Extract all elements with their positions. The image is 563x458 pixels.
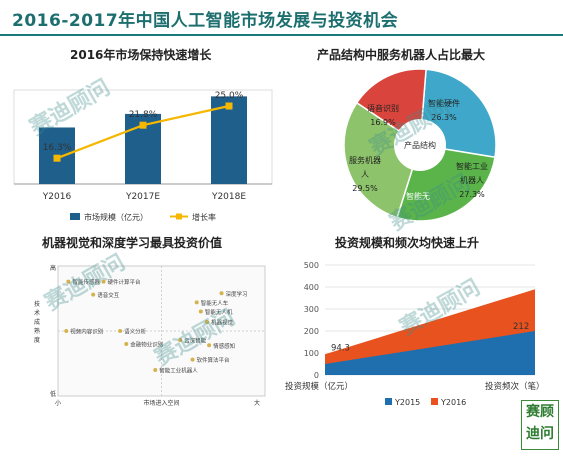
x-tick-large: 大 xyxy=(254,399,260,407)
matrix-point xyxy=(64,329,69,333)
matrix-point xyxy=(91,292,96,297)
y-axis-label-char: 术 xyxy=(34,309,40,317)
x-tick-label: Y2017E xyxy=(125,192,160,202)
growth-chart: Y2016 Y2017E Y2018E 16.3% 21.8% 25.0% 市场规模（亿元）… xyxy=(13,89,273,222)
bar-y2018e xyxy=(211,96,247,184)
growth-rate-point xyxy=(225,102,233,110)
matrix-point-label: 语音交互 xyxy=(97,291,120,299)
growth-rate-label: 25.0% xyxy=(215,91,244,101)
matrix-point xyxy=(118,329,123,333)
legend-swatch-market-size xyxy=(70,213,80,220)
pie-slice-label: 26.3% xyxy=(431,113,457,122)
pie-center-label: 产品结构 xyxy=(404,140,436,150)
y-tick-label: 500 xyxy=(304,261,319,270)
area-label-start: 94.3 xyxy=(331,343,350,353)
matrix-point-label: 硬件计算平台 xyxy=(108,278,142,286)
growth-rate-point xyxy=(139,121,147,129)
structure-panel-title: 产品结构中服务机器人占比最大 xyxy=(317,48,486,62)
y-axis-label-char: 度 xyxy=(34,336,40,344)
investment-area-chart: 0 100 200 300 400 500 94.3 212 投资规模（亿元） 投资频次（笔） Y2… xyxy=(285,261,545,407)
matrix-point-label: 情感感知 xyxy=(213,342,235,350)
matrix-point-label: 智能传感器 xyxy=(72,278,100,286)
pie-slice-label: 27.3% xyxy=(459,190,485,199)
growth-panel-title: 2016年市场保持快速增长 xyxy=(70,48,212,62)
pie-label-drone: 智能无 xyxy=(406,191,430,201)
matrix-point-label: 语义分析 xyxy=(124,328,147,336)
y-tick-label: 300 xyxy=(304,305,319,314)
pie-slice-label: 机器人 xyxy=(460,175,484,185)
matrix-point xyxy=(198,309,203,314)
growth-rate-label: 16.3% xyxy=(43,143,72,153)
matrix-point xyxy=(190,357,195,362)
legend-swatch-y2016 xyxy=(431,398,438,405)
matrix-point xyxy=(207,343,212,348)
area-y2015 xyxy=(325,331,535,375)
y-tick-label: 0 xyxy=(314,371,319,380)
y-tick-label: 200 xyxy=(304,327,319,336)
y-axis-label-char: 熟 xyxy=(34,327,40,335)
y-tick-label: 400 xyxy=(304,283,319,292)
matrix-point xyxy=(124,342,129,346)
matrix-point-label: 视频内容识别 xyxy=(70,328,103,336)
y-axis-label-char: 技 xyxy=(34,300,40,308)
matrix-point xyxy=(205,319,210,324)
x-category-label: 投资规模（亿元） xyxy=(285,381,353,392)
matrix-point xyxy=(219,291,224,296)
matrix-point-label: 智能无人车 xyxy=(201,299,229,307)
ccid-logo: 赛顾 迪问 xyxy=(521,400,559,450)
legend-market-size: 市场规模（亿元） xyxy=(84,212,148,222)
legend-y2016: Y2016 xyxy=(440,398,466,407)
x-tick-small: 小 xyxy=(55,399,61,407)
legend-y2015: Y2015 xyxy=(394,398,420,407)
x-category-label: 投资频次（笔） xyxy=(485,381,545,392)
legend-swatch-growth xyxy=(176,213,182,220)
pie-slice-label: 智能工业 xyxy=(456,161,488,171)
y-tick-high: 高 xyxy=(50,264,56,272)
pie-slice xyxy=(343,101,421,219)
pie-slice-label: 服务机器 xyxy=(349,155,381,165)
matrix-point-label: 深度学习 xyxy=(226,290,248,298)
matrix-point-label: 机器视觉 xyxy=(211,318,234,326)
matrix-point-label: 软件算法平台 xyxy=(197,356,231,364)
legend-swatch-y2015 xyxy=(385,398,392,405)
area-label-end: 212 xyxy=(513,322,529,332)
matrix-point xyxy=(101,279,106,284)
y-tick-label: 100 xyxy=(304,349,319,358)
pie-hole xyxy=(394,119,446,171)
matrix-panel-title: 机器视觉和深度学习最具投资价值 xyxy=(42,236,223,250)
pie-slice-label: 语音识别 xyxy=(367,103,399,113)
investment-panel-title: 投资规模和频次均快速上升 xyxy=(335,236,480,250)
legend-growth-rate: 增长率 xyxy=(192,212,216,222)
matrix-point xyxy=(178,338,183,343)
matrix-point xyxy=(153,368,158,372)
structure-pie-chart: 智能硬件 26.3% 智能工业机器人 27.3% 智能无 服务机器人 29.5% 语音识别 16… xyxy=(343,68,497,222)
y-tick-low: 低 xyxy=(50,390,56,398)
growth-rate-label: 21.8% xyxy=(129,110,158,120)
page-title: 2016-2017年中国人工智能市场发展与投资机会 xyxy=(12,11,399,31)
y-axis-label-char: 成 xyxy=(34,318,40,326)
pie-slice-label: 人 xyxy=(361,170,369,179)
pie-slice-label: 16.9% xyxy=(370,118,396,127)
x-tick-label: Y2016 xyxy=(42,192,72,202)
pie-slice-label: 29.5% xyxy=(352,184,378,193)
matrix-point-label: 智能无人机 xyxy=(205,308,233,316)
matrix-point xyxy=(194,300,199,305)
x-tick-label: Y2018E xyxy=(211,192,246,202)
pie-slice-label: 智能硬件 xyxy=(428,98,460,108)
matrix-point-label: 智能工业机器人 xyxy=(159,367,198,375)
matrix-point-label: 云深智能 xyxy=(184,337,207,345)
matrix-point xyxy=(66,279,71,284)
matrix-point-label: 金融物业识别 xyxy=(130,341,163,349)
growth-rate-point xyxy=(53,154,61,162)
x-axis-label: 市场进入空间 xyxy=(143,399,179,407)
title-divider xyxy=(0,34,563,36)
